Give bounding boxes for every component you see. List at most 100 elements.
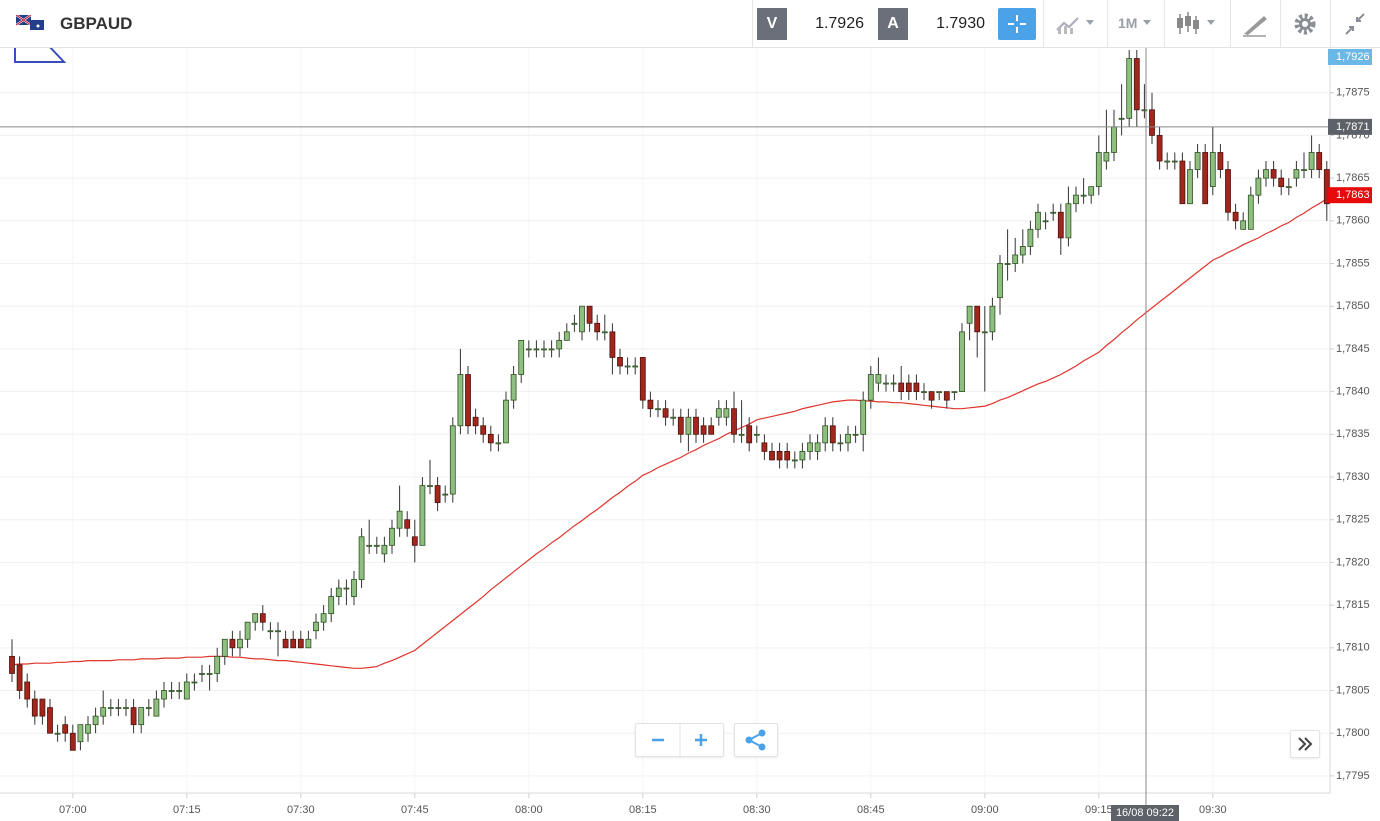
candle-body xyxy=(1027,228,1034,247)
share-button[interactable] xyxy=(734,723,778,757)
candle-body xyxy=(989,305,996,333)
candle-body xyxy=(503,399,509,444)
candle-body xyxy=(1050,211,1057,214)
candle-body xyxy=(845,433,851,444)
x-tick-label: 09:00 xyxy=(971,804,999,816)
candle-body xyxy=(259,613,266,623)
y-tick-label: 1,7865 xyxy=(1336,172,1370,184)
candle-body xyxy=(1308,152,1315,170)
x-tick-label: 09:30 xyxy=(1199,804,1227,816)
candle-body xyxy=(1118,117,1125,120)
candle-body xyxy=(981,331,988,334)
candle-body xyxy=(1065,203,1072,239)
candle-body xyxy=(419,485,426,546)
dropdown-arrow xyxy=(1143,20,1151,25)
y-tick-label: 1,7845 xyxy=(1336,343,1370,355)
candle-body xyxy=(883,382,889,385)
candle-body xyxy=(1141,109,1148,112)
candle-body xyxy=(1278,177,1285,188)
candle-body xyxy=(305,638,312,649)
candle-body xyxy=(1080,194,1087,197)
timeframe[interactable]: 1M xyxy=(1118,15,1138,31)
bid-tag[interactable]: V xyxy=(757,8,787,40)
last-price-label: 1,7863 xyxy=(1336,189,1370,201)
candle-body xyxy=(191,681,198,684)
flag-icon xyxy=(16,15,44,30)
candle-body xyxy=(715,408,722,418)
settings-button[interactable] xyxy=(1290,8,1320,40)
y-tick-label: 1,7875 xyxy=(1336,87,1370,99)
candle-body xyxy=(480,425,487,435)
candle-body xyxy=(1156,135,1163,162)
collapse-button[interactable] xyxy=(1340,8,1370,40)
draw-button[interactable] xyxy=(1240,8,1270,40)
crosshair-price-tag xyxy=(1328,118,1372,135)
candle-body xyxy=(1004,263,1011,265)
candle-body xyxy=(799,450,806,461)
plot-area xyxy=(0,48,1330,793)
separator xyxy=(1330,0,1331,48)
candle-body xyxy=(145,707,152,709)
candle-body xyxy=(723,408,730,418)
grid xyxy=(0,48,1330,793)
candle-body xyxy=(92,715,99,726)
candle-body xyxy=(54,732,61,735)
candle-body xyxy=(1263,169,1269,179)
y-tick-label: 1,7830 xyxy=(1336,471,1370,483)
candle-body xyxy=(563,331,570,341)
candle-body xyxy=(898,382,905,393)
candle-body xyxy=(890,382,897,385)
candle-body xyxy=(624,365,631,368)
candle-body xyxy=(1270,169,1277,179)
candle-body xyxy=(267,630,274,633)
candle-body xyxy=(700,425,707,435)
candle-body xyxy=(1103,152,1110,162)
scroll-end-button[interactable] xyxy=(1290,730,1320,758)
candle-body xyxy=(487,433,494,444)
candle-body xyxy=(366,544,373,547)
candle-body xyxy=(442,493,449,496)
indicator-button[interactable] xyxy=(1054,8,1100,40)
candle-body xyxy=(776,450,783,461)
candle-body xyxy=(867,374,874,401)
candle-body xyxy=(814,442,821,452)
candle-body xyxy=(389,527,395,546)
crosshair-button[interactable] xyxy=(998,8,1036,40)
candle-body xyxy=(24,681,31,700)
crosshair-price-label: 1,7871 xyxy=(1336,121,1370,133)
candle-body xyxy=(632,365,639,368)
candle-body xyxy=(100,707,107,717)
moving-average-line xyxy=(11,198,1328,669)
candle-body xyxy=(1179,160,1186,205)
candle-body xyxy=(85,724,91,734)
candle-body xyxy=(39,698,46,717)
x-tick-label: 07:00 xyxy=(59,804,87,816)
ask-tag[interactable]: A xyxy=(878,8,908,40)
candle-body xyxy=(753,433,760,436)
bid-price[interactable]: 1.7926 xyxy=(815,15,864,32)
candle-body xyxy=(115,707,122,709)
candle-body xyxy=(761,442,768,452)
candle-body xyxy=(677,416,684,435)
chart-type-button[interactable] xyxy=(1174,8,1222,40)
ask-price[interactable]: 1.7930 xyxy=(936,15,985,32)
separator xyxy=(1043,0,1044,48)
y-tick-label: 1,7825 xyxy=(1336,514,1370,526)
candle-body xyxy=(1232,211,1239,222)
candle-body xyxy=(9,655,15,674)
crosshair-time-label: 16/08 09:22 xyxy=(1116,807,1174,819)
candle-body xyxy=(1149,109,1155,136)
candle-body xyxy=(161,690,167,700)
candle-body xyxy=(936,391,943,394)
candle-body xyxy=(601,331,608,334)
candle-body xyxy=(1126,58,1133,119)
candle-body xyxy=(586,305,593,324)
candle-body xyxy=(1187,169,1193,205)
candle-body xyxy=(183,681,190,700)
candle-body xyxy=(617,357,623,367)
separator xyxy=(1107,0,1108,48)
candle-body xyxy=(594,322,601,333)
x-tick-label: 07:30 xyxy=(287,804,315,816)
